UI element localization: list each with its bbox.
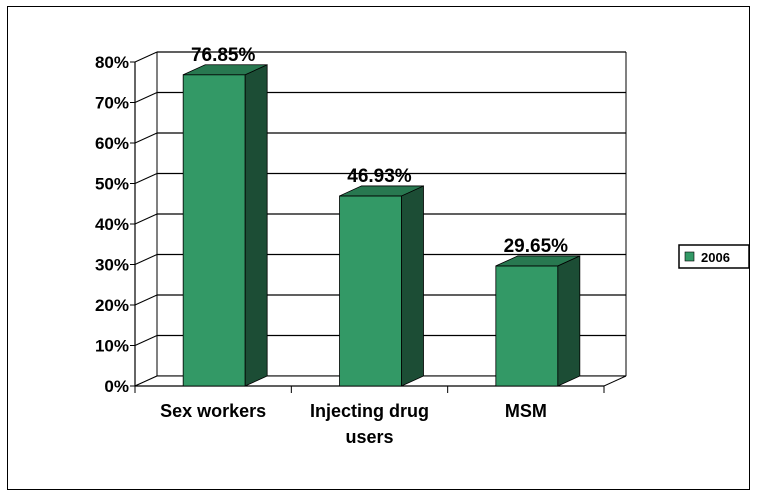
gridline-depth [134,213,158,225]
y-tick-label: 50% [95,175,129,194]
gridline-depth [134,51,158,63]
gridline-depth [134,92,158,103]
bars [182,64,581,387]
y-tick-label: 10% [95,337,129,356]
y-tick-label: 0% [104,377,129,396]
y-tick-label: 40% [95,215,129,234]
labels: 0% 10% 20% 30% 40% 50% 60% 70% 80% 76.85% 46.93% 29… [95,45,568,447]
y-tick-label: 80% [95,53,129,72]
y-tick-label: 30% [95,256,129,275]
bar-side [401,185,424,387]
gridline-depth [134,335,158,346]
legend: 2006 [678,244,750,269]
category-label-line: Sex workers [160,401,266,421]
category-label-line: MSM [505,401,547,421]
bar-top [183,64,268,76]
category-label: Injecting drug users [310,401,429,447]
legend-swatch [684,251,695,262]
data-label: 76.85% [191,45,256,66]
category-label: MSM [505,401,547,421]
bar [495,265,559,387]
gridline-depth [134,132,158,144]
bar-side [244,64,268,387]
category-label-line: users [345,427,393,447]
bar-top [339,185,424,197]
y-tick-label: 70% [95,94,129,113]
gridline-depth [134,254,158,265]
legend-label: 2006 [701,250,730,265]
category-label: Sex workers [160,401,266,421]
bar [339,195,402,387]
data-label: 46.93% [347,166,412,187]
bar [182,74,246,387]
bar-side [557,255,581,387]
data-label: 29.65% [504,236,569,257]
legend-box [678,244,750,269]
y-tick-label: 60% [95,134,129,153]
gridline-depth [134,173,158,184]
category-label-line: Injecting drug [310,401,429,421]
gridline-depth [134,294,158,306]
bar-top [495,255,580,267]
y-tick-label: 20% [95,296,129,315]
